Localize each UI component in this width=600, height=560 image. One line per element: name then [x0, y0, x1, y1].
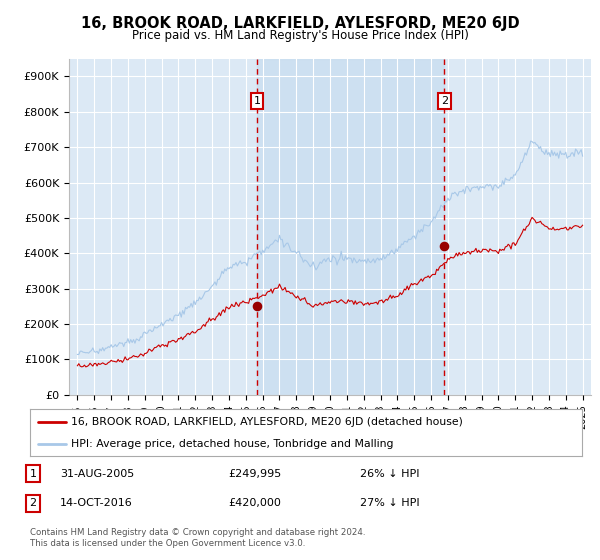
Text: HPI: Average price, detached house, Tonbridge and Malling: HPI: Average price, detached house, Tonb…	[71, 438, 394, 449]
Text: 16, BROOK ROAD, LARKFIELD, AYLESFORD, ME20 6JD: 16, BROOK ROAD, LARKFIELD, AYLESFORD, ME…	[80, 16, 520, 31]
Point	[252, 302, 262, 311]
Text: 2: 2	[29, 498, 37, 508]
Text: 1: 1	[29, 469, 37, 479]
Bar	[257, 59, 445, 395]
Text: 2: 2	[441, 96, 448, 106]
Text: £249,995: £249,995	[228, 469, 281, 479]
Text: £420,000: £420,000	[228, 498, 281, 508]
Point	[440, 242, 449, 251]
Text: Contains HM Land Registry data © Crown copyright and database right 2024.
This d: Contains HM Land Registry data © Crown c…	[30, 528, 365, 548]
Text: Price paid vs. HM Land Registry's House Price Index (HPI): Price paid vs. HM Land Registry's House …	[131, 29, 469, 42]
Text: 14-OCT-2016: 14-OCT-2016	[60, 498, 133, 508]
Text: 26% ↓ HPI: 26% ↓ HPI	[360, 469, 419, 479]
Text: 31-AUG-2005: 31-AUG-2005	[60, 469, 134, 479]
Text: 27% ↓ HPI: 27% ↓ HPI	[360, 498, 419, 508]
Text: 16, BROOK ROAD, LARKFIELD, AYLESFORD, ME20 6JD (detached house): 16, BROOK ROAD, LARKFIELD, AYLESFORD, ME…	[71, 417, 463, 427]
Text: 1: 1	[254, 96, 260, 106]
